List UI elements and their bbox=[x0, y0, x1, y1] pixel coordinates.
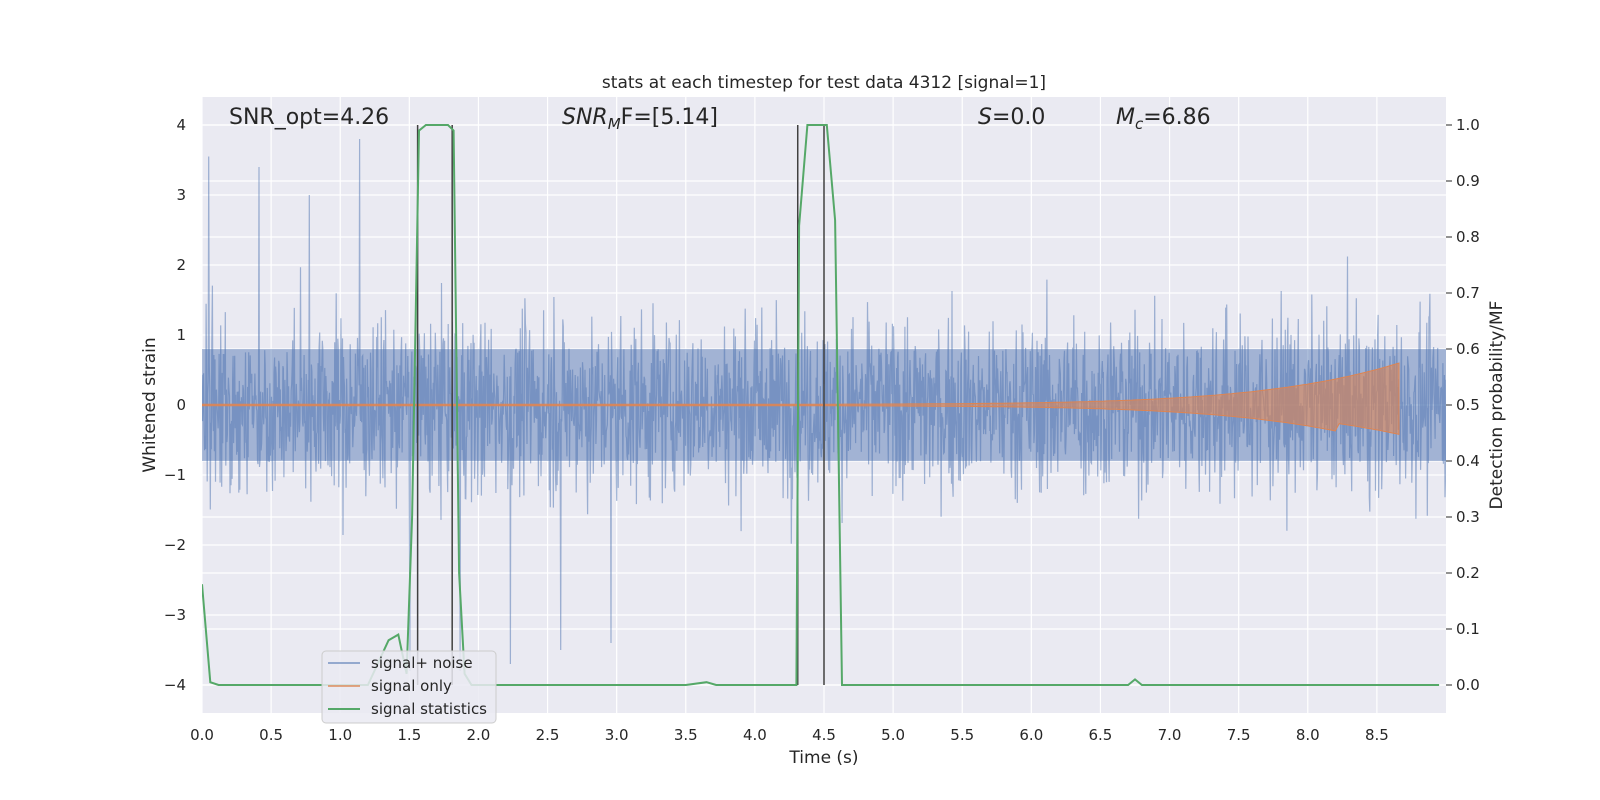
x-tick-label: 1.5 bbox=[397, 726, 421, 744]
annotation-snr-mf-sub: M bbox=[608, 115, 621, 133]
y-tick-label: −3 bbox=[164, 606, 186, 624]
x-tick-label: 8.5 bbox=[1365, 726, 1389, 744]
y-tick-label: 2 bbox=[176, 256, 186, 274]
x-tick-label: 2.5 bbox=[536, 726, 560, 744]
legend-box bbox=[321, 650, 497, 724]
y-tick-label: −1 bbox=[164, 466, 186, 484]
chart-title: stats at each timestep for test data 431… bbox=[602, 73, 1046, 93]
signal-only-envelope bbox=[202, 362, 1400, 436]
signal-only-series bbox=[202, 362, 1400, 436]
annotation-snr-mf-rest: F=[5.14] bbox=[621, 105, 718, 130]
y2-tick-label: 0.7 bbox=[1456, 284, 1480, 302]
y2-tick-label: 0.9 bbox=[1456, 172, 1480, 190]
y-tick-label: 4 bbox=[176, 116, 186, 134]
y-axis-ticks: −4 −3 −2 −1 0 1 2 3 4 bbox=[164, 116, 186, 694]
x-tick-label: 7.0 bbox=[1158, 726, 1182, 744]
annotation-mc-sub: c bbox=[1135, 115, 1144, 133]
x-tick-label: 7.5 bbox=[1227, 726, 1251, 744]
x-tick-label: 5.0 bbox=[881, 726, 905, 744]
annotation-mc: Mc=6.86 bbox=[1116, 105, 1211, 133]
y2-tick-label: 0.5 bbox=[1456, 396, 1480, 414]
y2-tick-label: 0.3 bbox=[1456, 508, 1480, 526]
y2-tick-label: 0.8 bbox=[1456, 228, 1480, 246]
annotation-s-main: S bbox=[978, 105, 992, 130]
legend-label-signal-statistics: signal statistics bbox=[371, 700, 487, 718]
y2-axis-ticks: 0.0 0.1 0.2 0.3 0.4 0.5 0.6 0.7 0.8 0.9 1.0 bbox=[1446, 116, 1480, 694]
legend-label-signal-only: signal only bbox=[371, 677, 452, 695]
x-tick-label: 3.0 bbox=[605, 726, 629, 744]
y2-tick-label: 1.0 bbox=[1456, 116, 1480, 134]
legend: signal+ noise signal only signal statist… bbox=[321, 650, 497, 724]
y-tick-label: 1 bbox=[176, 326, 186, 344]
y2-tick-label: 0.2 bbox=[1456, 564, 1480, 582]
y2-axis-label: Detection probability/MF bbox=[1487, 301, 1507, 510]
annotation-mc-main: M bbox=[1116, 105, 1135, 130]
annotation-snr-mf: SNRMF=[5.14] bbox=[562, 105, 718, 133]
x-tick-label: 4.0 bbox=[743, 726, 767, 744]
x-axis-label: Time (s) bbox=[788, 748, 858, 768]
x-tick-label: 6.0 bbox=[1019, 726, 1043, 744]
x-tick-label: 6.5 bbox=[1089, 726, 1113, 744]
x-tick-label: 1.0 bbox=[328, 726, 352, 744]
x-tick-label: 8.0 bbox=[1296, 726, 1320, 744]
x-tick-label: 3.5 bbox=[674, 726, 698, 744]
x-axis-ticks: 0.0 0.5 1.0 1.5 2.0 2.5 3.0 3.5 4.0 4.5 5.0 5.5 6.0 6… bbox=[190, 726, 1389, 744]
x-tick-label: 0.5 bbox=[259, 726, 283, 744]
y-axis-label: Whitened strain bbox=[140, 337, 160, 472]
y2-tick-label: 0.1 bbox=[1456, 620, 1480, 638]
y2-tick-label: 0.0 bbox=[1456, 676, 1480, 694]
x-tick-label: 2.0 bbox=[467, 726, 491, 744]
y-tick-label: −4 bbox=[164, 676, 186, 694]
annotation-mc-rest: =6.86 bbox=[1143, 105, 1210, 130]
annotation-s-rest: =0.0 bbox=[992, 105, 1045, 130]
x-tick-label: 0.0 bbox=[190, 726, 214, 744]
annotation-snr-mf-main: SNR bbox=[562, 105, 608, 130]
y-tick-label: −2 bbox=[164, 536, 186, 554]
x-tick-label: 5.5 bbox=[950, 726, 974, 744]
y-tick-label: 3 bbox=[176, 186, 186, 204]
x-tick-label: 4.5 bbox=[812, 726, 836, 744]
legend-label-signal-noise: signal+ noise bbox=[371, 654, 473, 672]
annotation-s: S=0.0 bbox=[978, 105, 1045, 130]
y-tick-label: 0 bbox=[176, 396, 186, 414]
y2-tick-label: 0.6 bbox=[1456, 340, 1480, 358]
annotation-snr-opt: SNR_opt=4.26 bbox=[229, 105, 389, 130]
y2-tick-label: 0.4 bbox=[1456, 452, 1480, 470]
